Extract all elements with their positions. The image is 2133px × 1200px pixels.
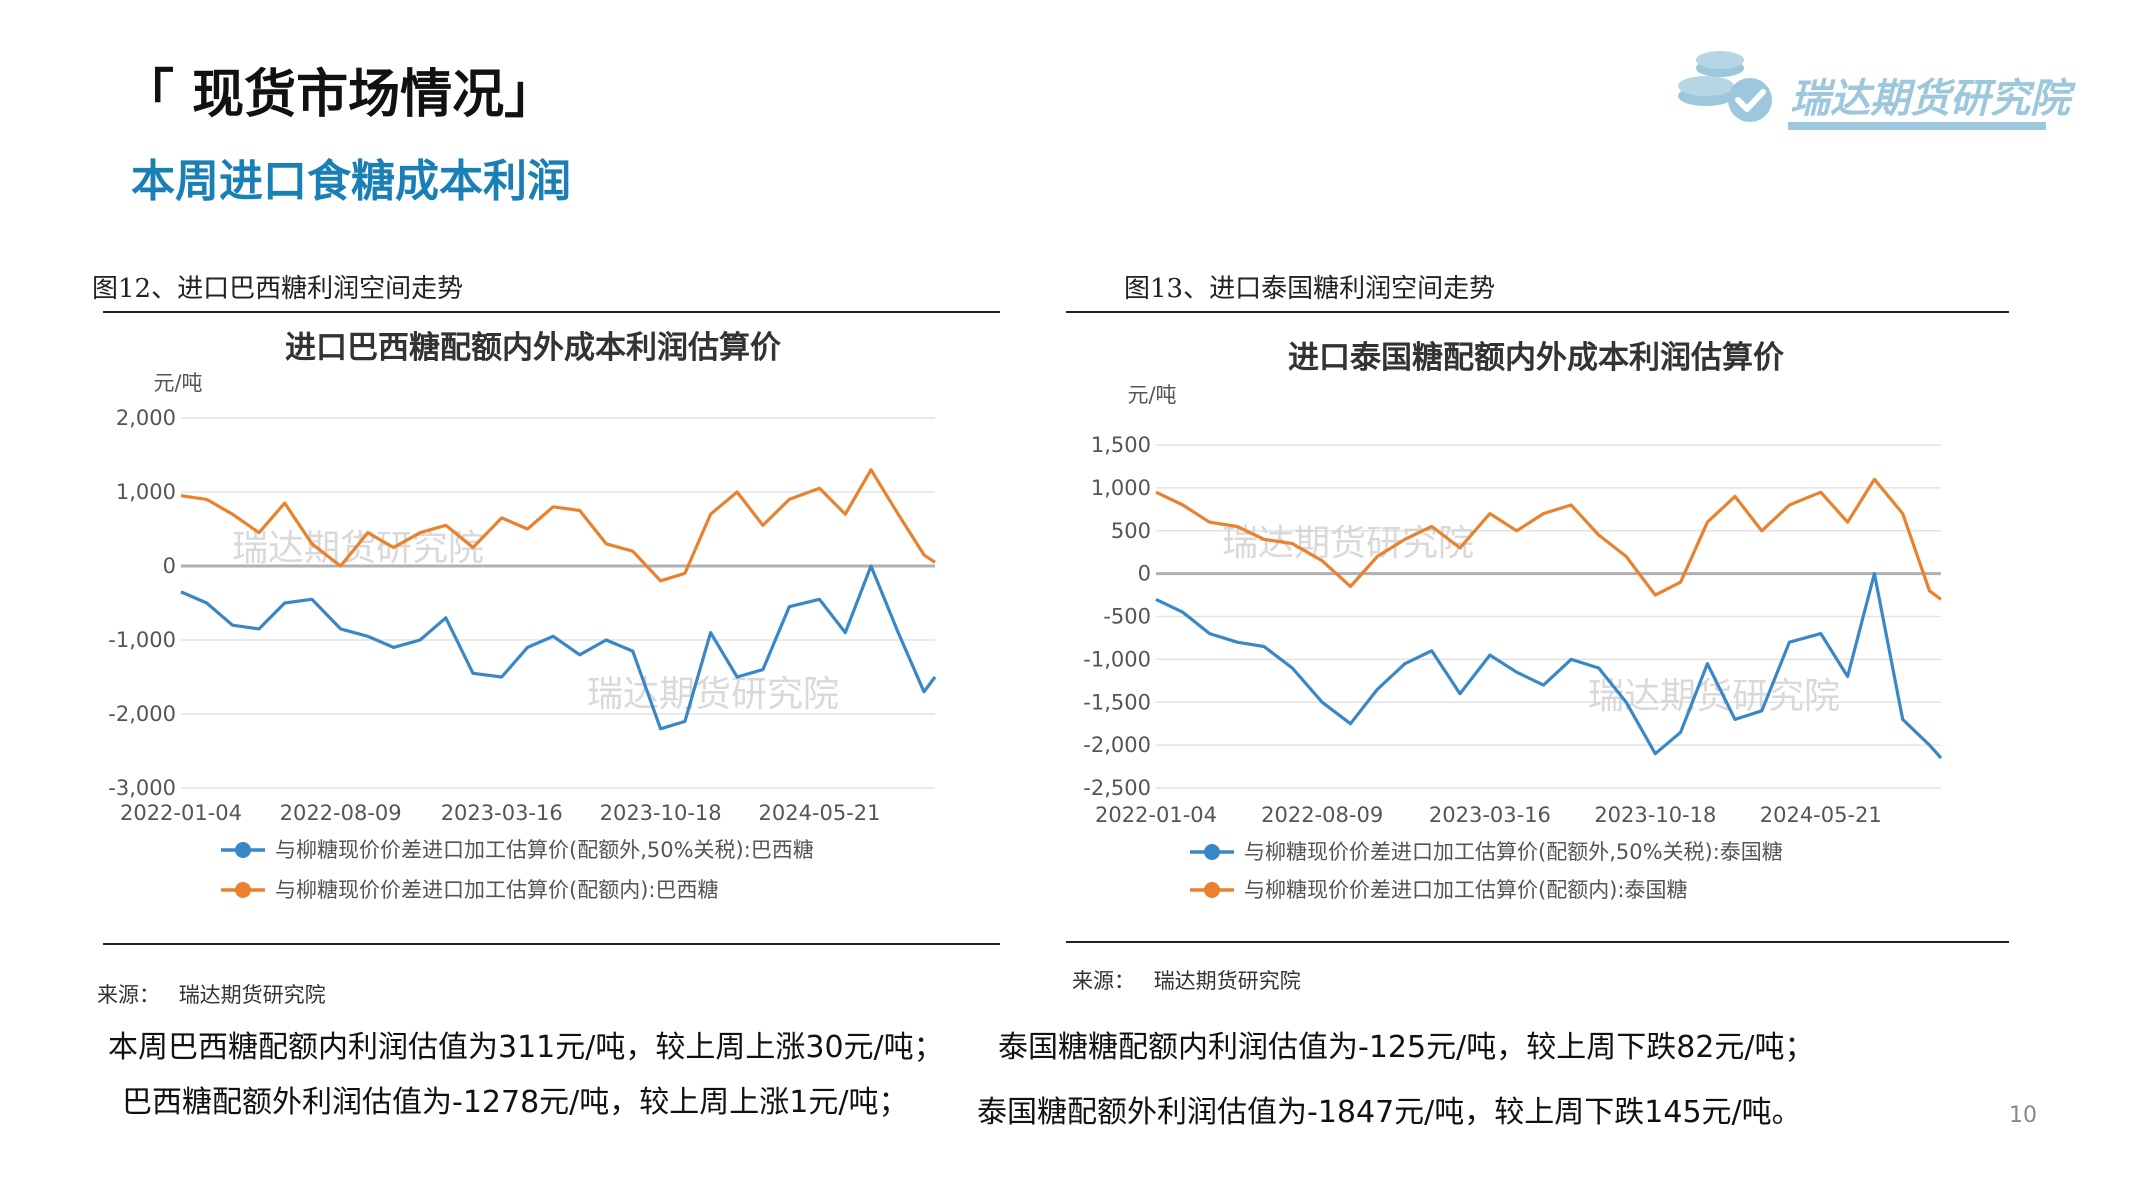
watermark: 瑞达期货研究院 <box>1588 676 1840 717</box>
figure-12-top-rule <box>103 311 1000 313</box>
coins-logo-icon <box>1678 51 1772 122</box>
figure-12-bottom-rule <box>103 943 1000 945</box>
watermark: 瑞达期货研究院 <box>232 528 484 569</box>
legend-marker <box>235 842 251 858</box>
slide-subtitle: 本周进口食糖成本利润 <box>131 156 571 207</box>
source-value: 瑞达期货研究院 <box>1153 969 1301 993</box>
legend-label: 与柳糖现价价差进口加工估算价(配额外,50%关税):泰国糖 <box>1244 840 1783 864</box>
x-tick-label: 2023-10-18 <box>600 801 722 825</box>
page-number: 10 <box>2009 1103 2037 1128</box>
legend-marker <box>1204 882 1220 898</box>
chart-title: 进口巴西糖配额内外成本利润估算价 <box>285 330 781 366</box>
chart-title: 进口泰国糖配额内外成本利润估算价 <box>1288 340 1784 376</box>
y-tick-label: -1,500 <box>1083 690 1151 714</box>
y-tick-label: 0 <box>163 554 176 578</box>
source-label: 来源： <box>1072 969 1135 993</box>
note-thailand-quota-out: 泰国糖配额外利润估值为-1847元/吨，较上周下跌145元/吨。 <box>977 1095 1802 1130</box>
legend-label: 与柳糖现价价差进口加工估算价(配额外,50%关税):巴西糖 <box>275 838 814 862</box>
x-tick-label: 2024-05-21 <box>758 801 880 825</box>
legend-label: 与柳糖现价价差进口加工估算价(配额内):巴西糖 <box>275 878 718 902</box>
watermark: 瑞达期货研究院 <box>587 674 839 715</box>
y-tick-label: -1,000 <box>1083 647 1151 671</box>
series-line-blue <box>1155 572 1943 760</box>
logo: 瑞达期货研究院 <box>1670 42 2070 142</box>
figure-13-caption: 图13、进口泰国糖利润空间走势 <box>1124 274 1496 304</box>
note-brazil-quota-in: 本周巴西糖配额内利润估值为311元/吨，较上周上涨30元/吨； <box>108 1030 944 1065</box>
note-brazil-quota-out: 巴西糖配额外利润估值为-1278元/吨，较上周上涨1元/吨； <box>122 1085 909 1120</box>
legend-marker <box>1204 844 1220 860</box>
series-line-orange <box>1155 477 1942 601</box>
source-label: 来源： <box>97 983 160 1007</box>
note-thailand-quota-in: 泰国糖糖配额内利润估值为-125元/吨，较上周下跌82元/吨； <box>998 1030 1815 1065</box>
y-tick-label: -2,500 <box>1083 776 1151 800</box>
logo-underline <box>1788 122 2046 130</box>
y-tick-label: 1,000 <box>116 480 176 504</box>
series-line-orange <box>180 468 936 583</box>
x-tick-label: 2022-08-09 <box>280 801 402 825</box>
y-tick-label: -500 <box>1103 605 1151 629</box>
y-tick-label: 1,000 <box>1091 476 1151 500</box>
y-tick-label: 1,500 <box>1091 433 1151 457</box>
x-tick-label: 2023-03-16 <box>1429 803 1551 827</box>
x-tick-label: 2024-05-21 <box>1760 803 1882 827</box>
y-tick-label: -2,000 <box>1083 733 1151 757</box>
y-axis-unit: 元/吨 <box>1127 383 1176 407</box>
watermark: 瑞达期货研究院 <box>1222 523 1474 564</box>
y-tick-label: -3,000 <box>108 776 176 800</box>
figure-12-source: 来源： 瑞达期货研究院 <box>97 979 326 1009</box>
y-tick-label: -2,000 <box>108 702 176 726</box>
source-value: 瑞达期货研究院 <box>178 983 326 1007</box>
figure-13-top-rule <box>1066 311 2009 313</box>
x-tick-label: 2022-01-04 <box>1095 803 1217 827</box>
y-tick-label: 500 <box>1111 519 1151 543</box>
y-tick-label: 2,000 <box>116 406 176 430</box>
y-tick-label: 0 <box>1138 562 1151 586</box>
figure-13-source: 来源： 瑞达期货研究院 <box>1072 965 1301 995</box>
x-tick-label: 2023-03-16 <box>441 801 563 825</box>
series-line-blue <box>180 564 937 731</box>
legend-label: 与柳糖现价价差进口加工估算价(配额内):泰国糖 <box>1244 878 1687 902</box>
slide-title: 「 现货市场情况」 <box>122 65 557 125</box>
x-tick-label: 2022-08-09 <box>1261 803 1383 827</box>
legend-marker <box>235 882 251 898</box>
y-tick-label: -1,000 <box>108 628 176 652</box>
x-tick-label: 2023-10-18 <box>1594 803 1716 827</box>
figure-12-caption: 图12、进口巴西糖利润空间走势 <box>92 274 464 304</box>
y-axis-unit: 元/吨 <box>153 371 202 395</box>
x-tick-label: 2022-01-04 <box>120 801 242 825</box>
figure-13-bottom-rule <box>1066 941 2009 943</box>
logo-text: 瑞达期货研究院 <box>1790 76 2070 122</box>
